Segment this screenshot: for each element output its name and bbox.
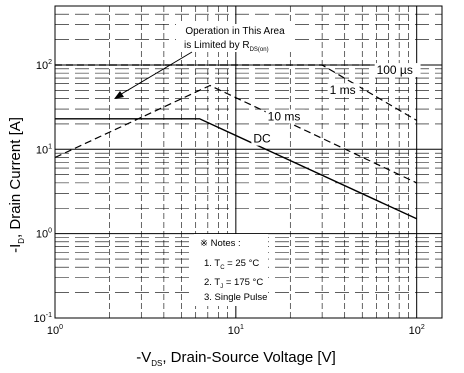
notes-header: ※ Notes : [200,238,241,249]
x-tick-label: 100 [47,324,63,337]
region-annotation-line1: Operation in This Area [185,26,285,37]
plot-frame [54,5,443,319]
y-tick-label: 102 [36,59,52,72]
curve-label: 10 ms [268,109,301,123]
curve-label-bg [374,63,421,78]
region-annotation-line2: is Limited by RDS(on) [184,40,269,53]
curve-label: 1 ms [330,83,356,97]
x-axis-label: -VDS, Drain-Source Voltage [V] [136,349,336,368]
x-tick-label: 101 [228,324,244,337]
region-arrowhead [114,91,124,99]
curve-label-bg [265,109,305,124]
x-tick-label: 102 [409,324,425,337]
y-tick-label: 10-1 [34,312,53,325]
note-1: 1. TC = 25 °C [204,258,259,271]
curve-label-bg [251,131,270,146]
note-2: 2. TJ = 175 °C [204,277,263,290]
series-group [54,64,418,220]
y-tick-label: 101 [36,143,52,156]
curve-label: 100 µs [377,63,413,77]
series-line [54,84,417,184]
series-line [55,118,417,220]
region-arrow [117,51,193,97]
y-axis-label: -ID, Drain Current [A] [7,117,26,253]
curve-label: DC [253,132,271,146]
curve-labels: 100 µs 1 ms 10 ms DC [251,63,421,146]
curve-label-bg [327,83,360,98]
note-3: 3. Single Pulse [204,292,267,303]
y-tick-label: 100 [36,228,52,241]
region-annotation-box [176,24,294,52]
notes-box [194,234,268,306]
